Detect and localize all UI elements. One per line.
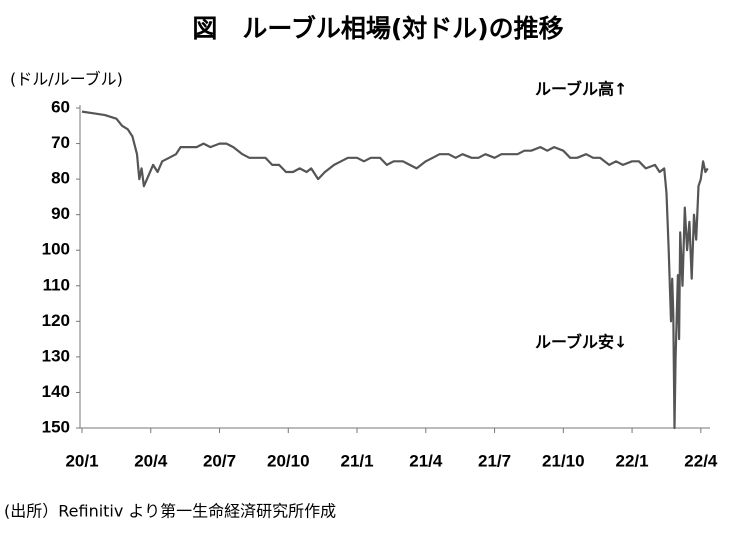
- x-tick-label: 22/1: [616, 451, 649, 470]
- y-tick-label: 60: [51, 97, 70, 116]
- x-tick-label: 20/1: [65, 451, 98, 470]
- y-tick-label: 70: [51, 133, 70, 152]
- annotation: ルーブル安↓: [535, 333, 627, 352]
- x-tick-label: 22/4: [684, 451, 718, 470]
- x-tick-label: 21/1: [340, 451, 373, 470]
- data-line: [81, 110, 709, 430]
- y-tick-label: 90: [51, 204, 70, 223]
- y-tick-label: 100: [42, 240, 70, 259]
- x-tick-label: 20/4: [134, 451, 168, 470]
- y-tick-label: 140: [42, 382, 70, 401]
- x-tick-label: 20/7: [203, 451, 236, 470]
- y-tick-label: 80: [51, 169, 70, 188]
- y-tick-label: 110: [43, 275, 70, 294]
- annotation: ルーブル高↑: [535, 80, 627, 99]
- source-note: (出所）Refinitiv より第一生命経済研究所作成: [4, 502, 336, 521]
- y-axis-label: (ドル/ルーブル): [10, 70, 123, 89]
- x-tick-label: 21/7: [478, 451, 511, 470]
- x-tick-label: 21/10: [542, 451, 585, 470]
- x-tick-label: 21/4: [409, 451, 443, 470]
- chart-title: 図 ルーブル相場(対ドル)の推移: [192, 14, 563, 43]
- y-tick-label: 130: [42, 346, 70, 365]
- y-tick-label: 120: [42, 311, 70, 330]
- y-tick-label: 150: [42, 417, 70, 436]
- x-tick-label: 20/10: [267, 451, 310, 470]
